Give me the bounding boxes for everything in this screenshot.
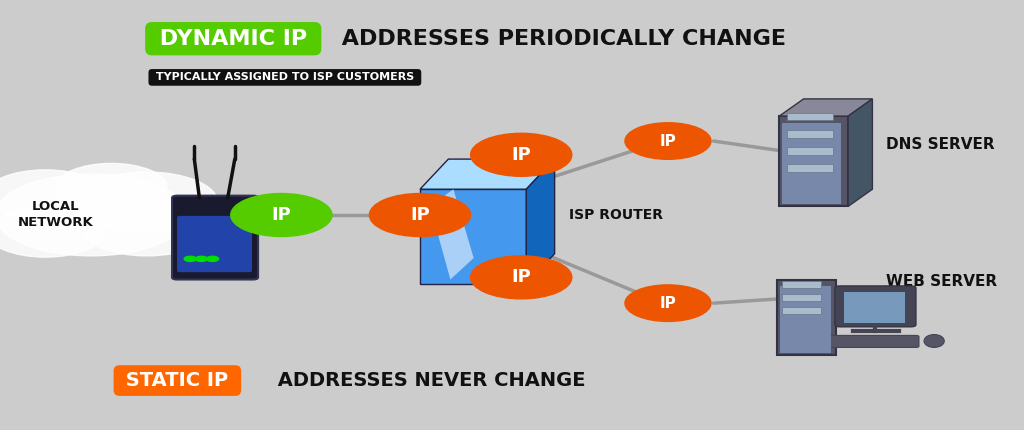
FancyBboxPatch shape bbox=[787, 113, 833, 120]
Circle shape bbox=[81, 200, 213, 256]
FancyBboxPatch shape bbox=[782, 294, 821, 301]
Circle shape bbox=[76, 172, 217, 232]
Polygon shape bbox=[779, 99, 872, 116]
Circle shape bbox=[0, 207, 104, 257]
Ellipse shape bbox=[924, 335, 944, 347]
FancyBboxPatch shape bbox=[777, 280, 836, 355]
Text: STATIC IP: STATIC IP bbox=[120, 371, 236, 390]
Circle shape bbox=[625, 285, 711, 322]
Circle shape bbox=[184, 256, 197, 261]
Polygon shape bbox=[420, 189, 526, 284]
Text: DNS SERVER: DNS SERVER bbox=[886, 137, 994, 151]
Text: IP: IP bbox=[511, 146, 531, 164]
FancyBboxPatch shape bbox=[835, 286, 915, 327]
Circle shape bbox=[625, 123, 711, 159]
Text: IP: IP bbox=[659, 134, 676, 148]
Text: ISP ROUTER: ISP ROUTER bbox=[568, 208, 663, 222]
FancyBboxPatch shape bbox=[172, 196, 258, 280]
Circle shape bbox=[0, 174, 187, 256]
FancyBboxPatch shape bbox=[787, 164, 833, 172]
Text: TYPICALLY ASSIGNED TO ISP CUSTOMERS: TYPICALLY ASSIGNED TO ISP CUSTOMERS bbox=[152, 72, 418, 83]
Circle shape bbox=[230, 194, 332, 236]
Circle shape bbox=[196, 256, 208, 261]
Text: IP: IP bbox=[511, 268, 531, 286]
FancyBboxPatch shape bbox=[829, 335, 919, 347]
FancyBboxPatch shape bbox=[782, 123, 841, 204]
Text: IP: IP bbox=[659, 296, 676, 310]
Text: IP: IP bbox=[271, 206, 291, 224]
Text: DYNAMIC IP: DYNAMIC IP bbox=[152, 29, 314, 49]
FancyBboxPatch shape bbox=[177, 216, 252, 272]
FancyBboxPatch shape bbox=[787, 130, 833, 138]
Circle shape bbox=[471, 133, 571, 176]
Polygon shape bbox=[526, 159, 555, 284]
Polygon shape bbox=[420, 159, 555, 189]
Text: WEB SERVER: WEB SERVER bbox=[886, 274, 996, 289]
Polygon shape bbox=[848, 99, 872, 206]
FancyBboxPatch shape bbox=[782, 307, 821, 314]
Text: LOCAL
NETWORK: LOCAL NETWORK bbox=[17, 200, 93, 230]
FancyBboxPatch shape bbox=[782, 281, 821, 288]
Circle shape bbox=[55, 163, 167, 211]
Text: ADDRESSES PERIODICALLY CHANGE: ADDRESSES PERIODICALLY CHANGE bbox=[334, 29, 786, 49]
Circle shape bbox=[370, 194, 471, 236]
FancyBboxPatch shape bbox=[844, 292, 905, 322]
FancyBboxPatch shape bbox=[780, 286, 830, 353]
Circle shape bbox=[0, 170, 106, 221]
Polygon shape bbox=[430, 189, 474, 280]
Text: ADDRESSES NEVER CHANGE: ADDRESSES NEVER CHANGE bbox=[271, 371, 586, 390]
FancyBboxPatch shape bbox=[787, 147, 833, 155]
FancyBboxPatch shape bbox=[779, 116, 848, 206]
Circle shape bbox=[207, 256, 218, 261]
Circle shape bbox=[471, 256, 571, 299]
Text: IP: IP bbox=[411, 206, 430, 224]
